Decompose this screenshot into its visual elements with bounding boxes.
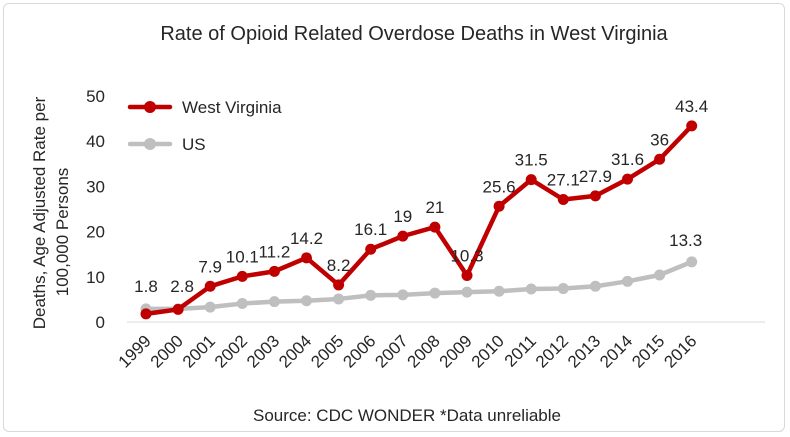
x-tick-label: 2011 — [501, 331, 540, 370]
data-label: 43.4 — [675, 97, 708, 116]
x-tick-label: 1999 — [115, 331, 155, 371]
data-point — [301, 295, 312, 307]
data-point — [365, 289, 377, 301]
data-label: 21 — [425, 198, 444, 217]
data-point — [268, 265, 280, 277]
x-tick-label: 2002 — [211, 331, 251, 371]
series-line — [143, 259, 694, 312]
legend-item: US — [127, 135, 206, 154]
data-point — [557, 283, 569, 295]
data-point — [204, 280, 216, 292]
y-axis-label-line-1: Deaths, Age Adjusted Rate per — [30, 96, 49, 329]
data-point — [622, 275, 633, 287]
data-label: 36 — [650, 130, 669, 149]
data-point — [268, 296, 280, 308]
data-label: 25.6 — [483, 177, 516, 196]
data-label: 8.2 — [327, 256, 351, 275]
x-tick-label: 2004 — [275, 331, 315, 371]
data-label: 27.9 — [579, 167, 612, 186]
x-tick-label: 2001 — [179, 331, 219, 371]
data-point — [525, 283, 537, 295]
x-tick-label: 2013 — [564, 331, 604, 371]
data-point — [461, 286, 473, 298]
data-point — [686, 120, 698, 132]
series-group — [140, 120, 698, 320]
x-tick-label: 2007 — [371, 331, 411, 371]
data-label: 31.6 — [611, 150, 644, 169]
data-point — [365, 243, 377, 255]
data-point — [589, 280, 601, 292]
y-tick-label: 20 — [86, 223, 105, 242]
data-label: 14.2 — [290, 229, 323, 248]
series-line — [143, 123, 694, 317]
data-label: 7.9 — [198, 257, 222, 276]
data-label: 1.8 — [134, 277, 158, 296]
y-axis-label-line-2: 100,000 Persons — [53, 168, 72, 297]
legend-swatch-marker — [144, 138, 156, 150]
data-point — [301, 252, 312, 264]
y-axis-label: Deaths, Age Adjusted Rate per 100,000 Pe… — [30, 96, 72, 329]
x-tick-label: 2015 — [628, 331, 668, 371]
data-label: 11.2 — [258, 242, 290, 261]
data-point — [429, 287, 441, 299]
x-tick-label: 2009 — [436, 331, 476, 371]
legend-label: West Virginia — [182, 98, 282, 117]
x-tick-label: 2000 — [147, 331, 187, 371]
chart-title: Rate of Opioid Related Overdose Deaths i… — [160, 23, 668, 45]
source-note: Source: CDC WONDER *Data unreliable — [253, 406, 561, 425]
x-tick-label: 2010 — [468, 331, 508, 371]
x-tick-label: 2012 — [532, 331, 572, 371]
data-point — [686, 256, 698, 268]
chart-frame — [3, 3, 785, 432]
data-point — [397, 230, 409, 242]
data-point — [493, 285, 505, 297]
legend-swatch-marker — [144, 101, 156, 113]
x-tick-label: 2005 — [307, 331, 347, 371]
x-tick-label: 2006 — [339, 331, 379, 371]
y-tick-label: 50 — [86, 87, 105, 106]
x-tick-label: 2014 — [596, 331, 636, 371]
data-point — [429, 221, 441, 233]
data-point — [493, 200, 505, 212]
data-point — [654, 153, 666, 165]
x-tick-label: 2016 — [660, 331, 700, 371]
data-point — [204, 301, 216, 313]
series-west-virginia — [140, 120, 698, 320]
y-axis: 0 10 20 30 40 50 — [86, 87, 105, 332]
data-point — [654, 269, 666, 281]
data-point — [557, 194, 569, 206]
data-point — [236, 297, 248, 309]
y-tick-label: 30 — [86, 177, 105, 196]
x-tick-label: 2008 — [404, 331, 444, 371]
data-point — [333, 279, 345, 291]
y-tick-label: 40 — [86, 132, 105, 151]
data-point — [622, 173, 633, 185]
data-labels: 1.8 2.87.910.1 11.214.28.216.1 19 21 10.3 25.6… — [134, 97, 708, 296]
data-point — [461, 269, 473, 281]
data-point — [525, 174, 537, 186]
x-axis: 1999200020012002200320042005200620072008… — [115, 331, 701, 371]
legend-item: West Virginia — [127, 98, 282, 117]
data-label: 16.1 — [354, 220, 387, 239]
data-point — [589, 190, 601, 202]
y-tick-label: 10 — [86, 268, 105, 287]
series-us — [140, 256, 698, 315]
y-tick-label: 0 — [96, 313, 105, 332]
legend-label: US — [182, 135, 206, 154]
data-label: 27.1 — [547, 171, 580, 190]
data-point — [236, 270, 248, 282]
x-tick-label: 2003 — [243, 331, 283, 371]
legend: West Virginia US — [127, 98, 282, 154]
data-label: 31.5 — [515, 151, 548, 170]
data-point — [140, 308, 152, 320]
data-point — [333, 293, 345, 305]
data-label: 10.1 — [226, 247, 259, 266]
data-label: 10.3 — [450, 246, 483, 265]
data-label: 19 — [393, 207, 412, 226]
data-point — [397, 289, 409, 301]
data-point — [172, 303, 184, 315]
data-label: 2.8 — [170, 277, 194, 296]
data-label: 13.3 — [669, 231, 702, 250]
